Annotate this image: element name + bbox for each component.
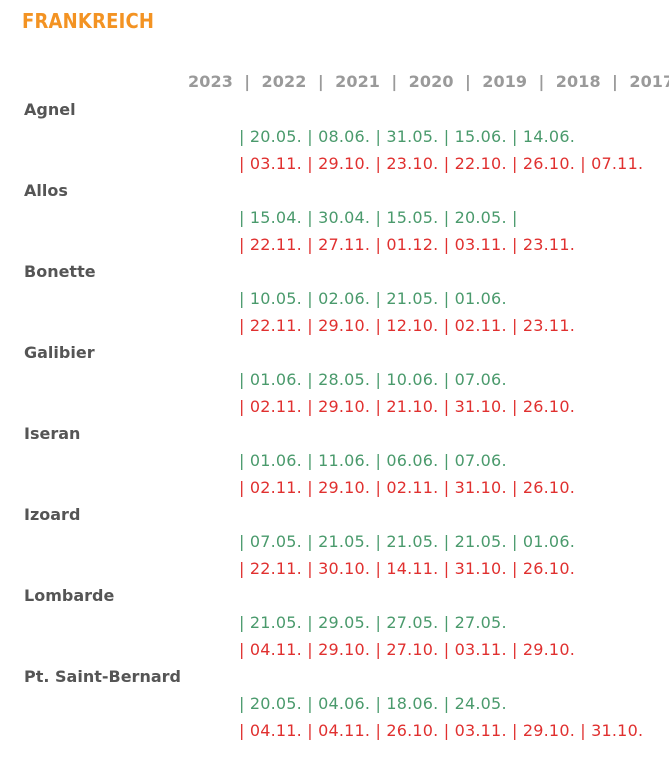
closing-dates: | 22.11. | 27.11. | 01.12. | 03.11. | 23…: [239, 235, 575, 254]
pass-name: Pt. Saint-Bernard: [24, 667, 181, 686]
opening-dates: | 15.04. | 30.04. | 15.05. | 20.05. |: [239, 208, 518, 227]
pass-name: Agnel: [24, 100, 76, 119]
opening-dates: | 20.05. | 04.06. | 18.06. | 24.05.: [239, 694, 507, 713]
closing-dates: | 22.11. | 30.10. | 14.11. | 31.10. | 26…: [239, 559, 575, 578]
opening-dates: | 21.05. | 29.05. | 27.05. | 27.05.: [239, 613, 507, 632]
opening-dates: | 20.05. | 08.06. | 31.05. | 15.06. | 14…: [239, 127, 575, 146]
opening-dates: | 01.06. | 28.05. | 10.06. | 07.06.: [239, 370, 507, 389]
pass-name: Allos: [24, 181, 68, 200]
closing-dates: | 03.11. | 29.10. | 23.10. | 22.10. | 26…: [239, 154, 644, 173]
opening-dates: | 07.05. | 21.05. | 21.05. | 21.05. | 01…: [239, 532, 575, 551]
closing-dates: | 04.11. | 29.10. | 27.10. | 03.11. | 29…: [239, 640, 575, 659]
pass-name: Iseran: [24, 424, 81, 443]
opening-dates: | 10.05. | 02.06. | 21.05. | 01.06.: [239, 289, 507, 308]
year-header: 2023 | 2022 | 2021 | 2020 | 2019 | 2018 …: [188, 72, 669, 91]
section-title: FRANKREICH: [22, 9, 155, 33]
pass-name: Izoard: [24, 505, 81, 524]
pass-name: Lombarde: [24, 586, 115, 605]
closing-dates: | 02.11. | 29.10. | 21.10. | 31.10. | 26…: [239, 397, 575, 416]
opening-dates: | 01.06. | 11.06. | 06.06. | 07.06.: [239, 451, 507, 470]
pass-name: Bonette: [24, 262, 96, 281]
closing-dates: | 04.11. | 04.11. | 26.10. | 03.11. | 29…: [239, 721, 644, 740]
closing-dates: | 02.11. | 29.10. | 02.11. | 31.10. | 26…: [239, 478, 575, 497]
closing-dates: | 22.11. | 29.10. | 12.10. | 02.11. | 23…: [239, 316, 575, 335]
pass-name: Galibier: [24, 343, 95, 362]
